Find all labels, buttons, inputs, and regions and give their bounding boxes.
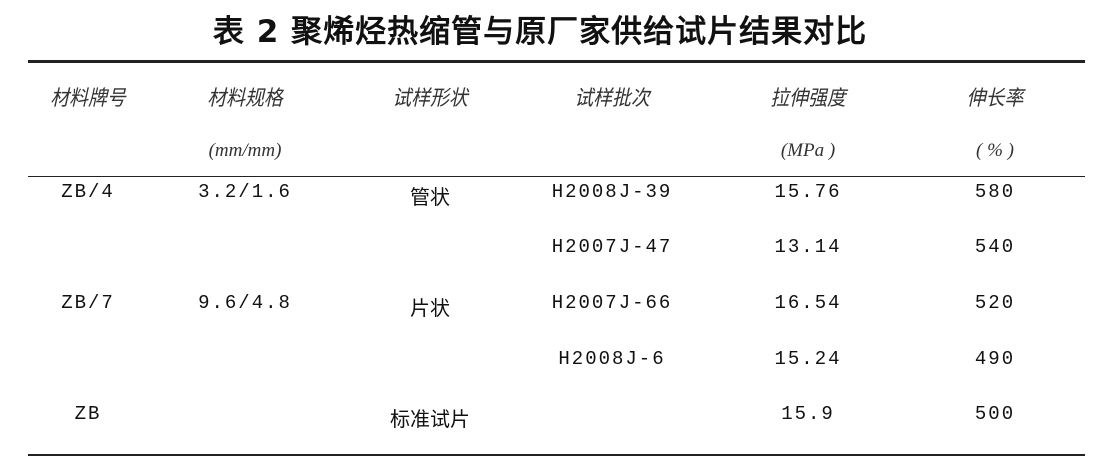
header-elongation: 伸长率 (966, 86, 1024, 110)
cell-tensile-strength: 13.14 (774, 236, 842, 258)
cell-elongation: 520 (974, 292, 1016, 314)
header-unit-elongation: ( % ) (976, 140, 1014, 161)
bottom-rule (28, 454, 1085, 456)
cell-elongation: 500 (974, 403, 1016, 425)
header-rule (28, 176, 1085, 177)
cell-tensile-strength: 15.76 (774, 181, 842, 203)
cell-sample-batch: H2007J-47 (551, 236, 673, 258)
cell-elongation: 490 (974, 348, 1016, 370)
cell-sample-shape: 标准试片 (390, 407, 470, 431)
cell-tensile-strength: 15.24 (774, 348, 842, 370)
top-rule (28, 60, 1085, 63)
header-unit-tensile-strength: (MPa ) (780, 140, 836, 161)
cell-tensile-strength: 15.9 (781, 403, 835, 425)
header-material-spec: 材料规格 (207, 86, 283, 110)
table-title: 表 2 聚烯烃热缩管与原厂家供给试片结果对比 (212, 14, 868, 50)
cell-sample-batch: H2007J-66 (551, 292, 673, 314)
header-material-grade: 材料牌号 (50, 86, 126, 110)
cell-material-spec: 9.6/4.8 (198, 292, 292, 314)
cell-material-spec: 3.2/1.6 (198, 181, 292, 203)
cell-sample-batch: H2008J-39 (551, 181, 673, 203)
cell-material-grade: ZB (74, 403, 102, 425)
cell-material-grade: ZB/7 (61, 292, 115, 314)
cell-elongation: 580 (974, 181, 1016, 203)
header-tensile-strength: 拉伸强度 (770, 86, 846, 110)
header-sample-shape: 试样形状 (392, 86, 468, 110)
header-unit-material-spec: (mm/mm) (208, 140, 282, 161)
cell-sample-shape: 管状 (410, 185, 450, 209)
cell-sample-shape: 片状 (410, 296, 450, 320)
cell-sample-batch: H2008J-6 (558, 348, 666, 370)
cell-elongation: 540 (974, 236, 1016, 258)
cell-material-grade: ZB/4 (61, 181, 115, 203)
cell-tensile-strength: 16.54 (774, 292, 842, 314)
header-sample-batch: 试样批次 (574, 86, 650, 110)
